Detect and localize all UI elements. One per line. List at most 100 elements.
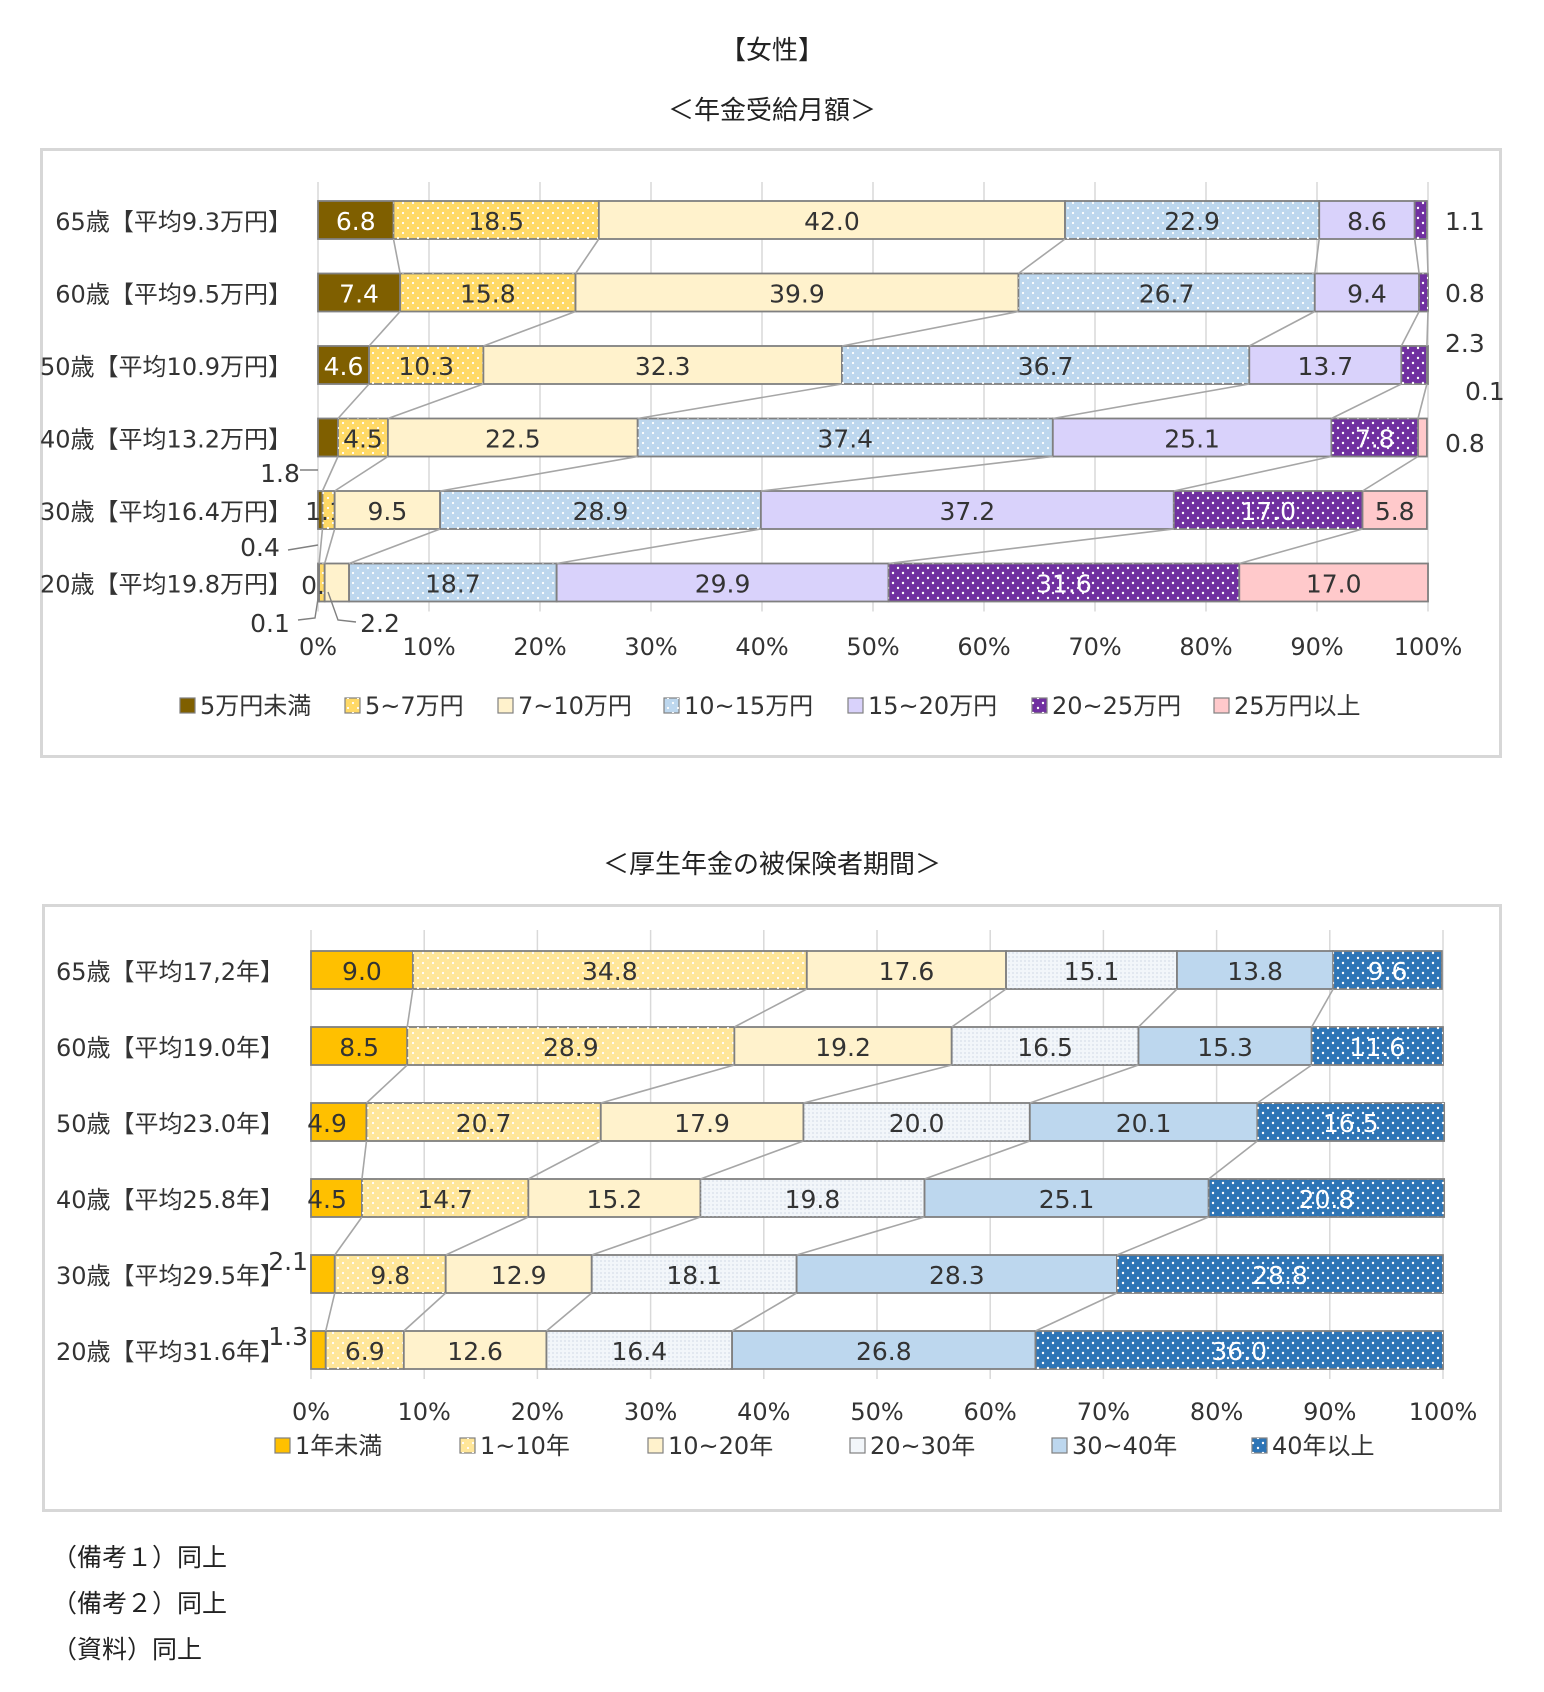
bar-pattern — [1311, 1027, 1443, 1065]
x-tick-label: 50% — [846, 633, 899, 661]
category-label: 60歳【平均9.5万円】 — [55, 281, 292, 309]
legend-swatch-pattern — [664, 698, 679, 713]
legend-swatch — [849, 1437, 866, 1454]
x-tick-label: 40% — [735, 633, 788, 661]
category-label: 50歳【平均23.0年】 — [56, 1110, 284, 1138]
data-label: 0.1 — [250, 609, 290, 638]
data-label: 18.7 — [425, 570, 481, 599]
bar-segment — [323, 562, 350, 603]
data-label: 18.5 — [468, 207, 524, 236]
bar-segment — [333, 490, 441, 530]
bar-pattern — [1401, 346, 1427, 384]
bar-segment — [402, 1330, 548, 1370]
bar-segment — [527, 1178, 702, 1218]
data-label: 20.7 — [456, 1109, 512, 1138]
legend-swatch-pattern — [460, 1438, 475, 1453]
legend-label: 7~10万円 — [518, 692, 632, 720]
note-1: （備考１）同上 — [52, 1543, 228, 1572]
data-label: 9.6 — [1368, 957, 1408, 986]
series-connector — [1362, 455, 1419, 492]
data-label: 18.1 — [666, 1261, 722, 1290]
bar-pattern — [349, 563, 557, 602]
series-connector — [318, 528, 324, 564]
category-label: 30歳【平均16.4万円】 — [40, 498, 292, 526]
page-title: 【女性】 — [719, 36, 824, 66]
data-label: 36.7 — [1018, 352, 1074, 381]
data-label: 17.0 — [1306, 570, 1362, 599]
x-tick-label: 0% — [292, 1398, 330, 1426]
bar-segment — [1028, 1102, 1259, 1142]
bar-pattern — [319, 563, 325, 602]
x-tick-label: 50% — [850, 1398, 903, 1426]
leader-line — [287, 544, 319, 551]
series-connector — [924, 1140, 1031, 1180]
series-connector — [1052, 383, 1250, 420]
category-label: 20歳【平均31.6年】 — [56, 1338, 284, 1366]
bar-pattern — [803, 1103, 1030, 1141]
data-label: 17.9 — [674, 1109, 730, 1138]
data-label: 15.1 — [1064, 957, 1120, 986]
data-label: 0.4 — [240, 533, 280, 562]
bar-segment — [923, 1178, 1210, 1218]
bar-pattern — [322, 491, 335, 529]
x-tick-label: 70% — [1068, 633, 1121, 661]
series-connector — [700, 1140, 804, 1180]
series-connector — [803, 1064, 952, 1104]
data-label: 0.8 — [1445, 279, 1485, 308]
data-label: 7.4 — [339, 280, 379, 309]
data-label: 42.0 — [804, 207, 860, 236]
bar-pattern — [325, 1331, 404, 1369]
legend-label: 30~40年 — [1072, 1432, 1177, 1460]
series-connector — [334, 1216, 363, 1256]
bar-pattern — [1333, 951, 1442, 989]
legend-label: 20~30年 — [870, 1432, 975, 1460]
data-label: 26.7 — [1139, 280, 1195, 309]
bar-pattern — [1065, 201, 1320, 239]
bar-segment — [599, 1102, 805, 1142]
bar-segment — [733, 1026, 953, 1066]
series-connector — [600, 1064, 735, 1104]
bar-pattern — [1257, 1103, 1445, 1141]
data-label: 2.1 — [268, 1247, 308, 1276]
x-tick-label: 70% — [1077, 1398, 1130, 1426]
data-label: 4.5 — [307, 1185, 347, 1214]
x-tick-label: 10% — [402, 633, 455, 661]
series-connector — [445, 1216, 529, 1256]
legend-swatch — [274, 1437, 291, 1454]
series-connector — [1208, 1140, 1258, 1180]
series-connector — [1137, 988, 1178, 1028]
bar-segment — [310, 1330, 327, 1370]
category-label: 50歳【平均10.9万円】 — [40, 353, 292, 381]
bar-pattern — [412, 951, 807, 989]
data-label: 10.3 — [398, 352, 454, 381]
bar-segment — [317, 345, 370, 385]
category-label: 65歳【平均9.3万円】 — [55, 208, 292, 236]
bar-pattern — [1208, 1179, 1445, 1217]
data-label: 16.5 — [1323, 1109, 1379, 1138]
bar-pattern — [1173, 491, 1363, 529]
bar-segment — [1417, 417, 1428, 458]
bar-segment — [310, 1254, 336, 1294]
series-connector — [527, 1140, 602, 1180]
data-label: 31.6 — [1036, 570, 1092, 599]
bar-pattern — [1006, 951, 1177, 989]
x-tick-label: 100% — [1409, 1398, 1478, 1426]
data-label: 20.8 — [1299, 1185, 1355, 1214]
x-tick-label: 30% — [624, 1398, 677, 1426]
data-label: 1.8 — [260, 459, 300, 488]
data-label: 20.1 — [1116, 1109, 1172, 1138]
chart-1: 6.8 18.5 42.0 22.9 8.6 1.1 65歳【平均9.3万円】 7.4 15.8… — [40, 182, 1505, 720]
series-connector — [365, 1064, 408, 1104]
chart-2: 9.0 34.8 17.6 15.1 13.8 9.6 65歳【平均17,2年】 8.5 28.… — [56, 930, 1477, 1460]
bar-pattern — [393, 201, 599, 239]
data-label: 15.8 — [460, 280, 516, 309]
series-connector — [334, 455, 389, 492]
data-label: 16.4 — [611, 1337, 667, 1366]
data-label: 22.9 — [1164, 207, 1220, 236]
bar-segment — [317, 200, 395, 240]
leader-line — [297, 591, 320, 621]
data-label: 16.5 — [1017, 1033, 1073, 1062]
data-label: 2.2 — [360, 609, 400, 638]
note-2: （備考２）同上 — [52, 1589, 228, 1618]
data-label: 8.5 — [339, 1033, 379, 1062]
